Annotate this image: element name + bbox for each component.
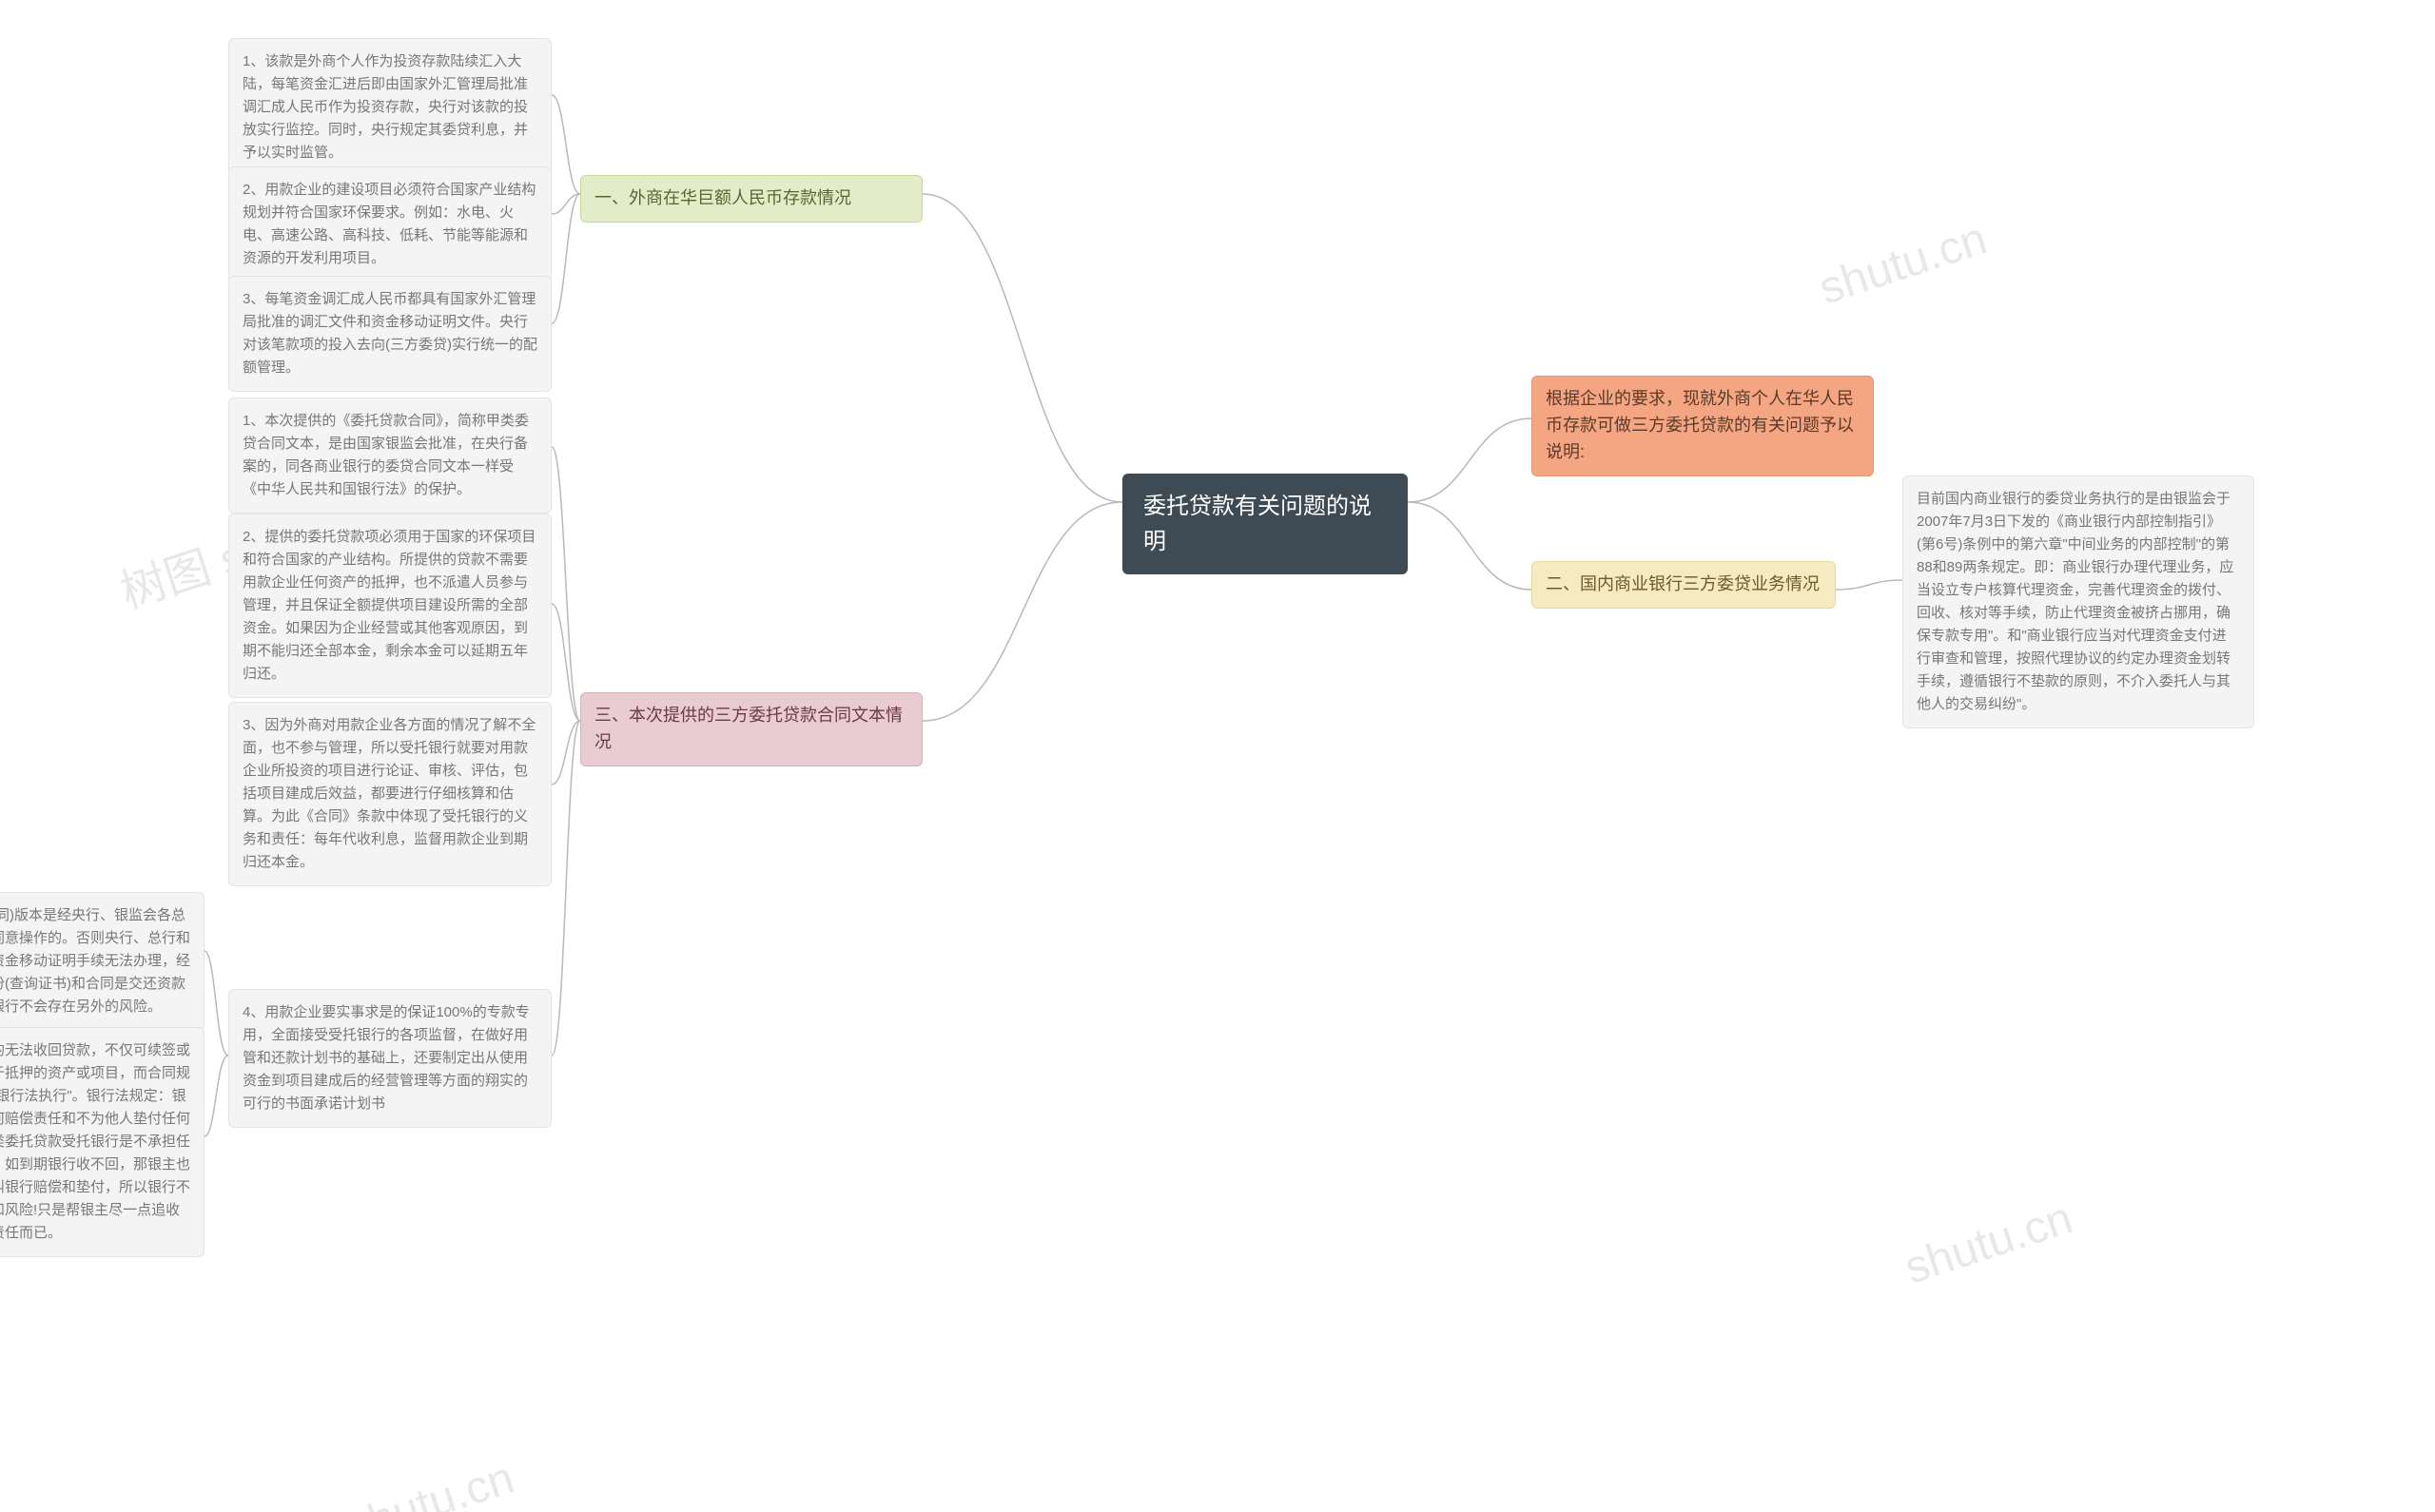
section-3-leaf-3: 3、因为外商对用款企业各方面的情况了解不全面，也不参与管理，所以受托银行就要对用… [228, 702, 552, 886]
section-3-leaf-4-sub-1: 此(委托贷款合同)版本是经央行、银监会各总行备案，批准同意操作的。否则央行、总行… [0, 892, 205, 1031]
section-1-leaf-2: 2、用款企业的建设项目必须符合国家产业结构规划并符合国家环保要求。例如：水电、火… [228, 166, 552, 282]
section-3-title[interactable]: 三、本次提供的三方委托贷款合同文本情况 [580, 692, 923, 766]
watermark: 图 shutu.cn [281, 1440, 521, 1512]
intro-note[interactable]: 根据企业的要求，现就外商个人在华人民币存款可做三方委托贷款的有关问题予以说明: [1531, 376, 1874, 476]
section-3-leaf-4-sub-2: 若银行到期真的无法收回贷款，不仅可续签或拍卖项目方用于抵押的资产或项目，而合同规… [0, 1027, 205, 1257]
section-2-leaf: 目前国内商业银行的委贷业务执行的是由银监会于2007年7月3日下发的《商业银行内… [1902, 475, 2254, 728]
section-1-title[interactable]: 一、外商在华巨额人民币存款情况 [580, 175, 923, 223]
root-node[interactable]: 委托贷款有关问题的说明 [1122, 474, 1408, 574]
section-3-leaf-4: 4、用款企业要实事求是的保证100%的专款专用，全面接受受托银行的各项监督，在做… [228, 989, 552, 1128]
section-2-title[interactable]: 二、国内商业银行三方委贷业务情况 [1531, 561, 1836, 609]
section-1-leaf-1: 1、该款是外商个人作为投资存款陆续汇入大陆，每笔资金汇进后即由国家外汇管理局批准… [228, 38, 552, 177]
section-3-leaf-1: 1、本次提供的《委托贷款合同》，简称甲类委贷合同文本，是由国家银监会批准，在央行… [228, 397, 552, 514]
section-3-leaf-2: 2、提供的委托贷款项必须用于国家的环保项目和符合国家的产业结构。所提供的贷款不需… [228, 514, 552, 698]
watermark: shutu.cn [1899, 1192, 2079, 1294]
section-1-leaf-3: 3、每笔资金调汇成人民币都具有国家外汇管理局批准的调汇文件和资金移动证明文件。央… [228, 276, 552, 392]
watermark: shutu.cn [1813, 212, 1994, 315]
